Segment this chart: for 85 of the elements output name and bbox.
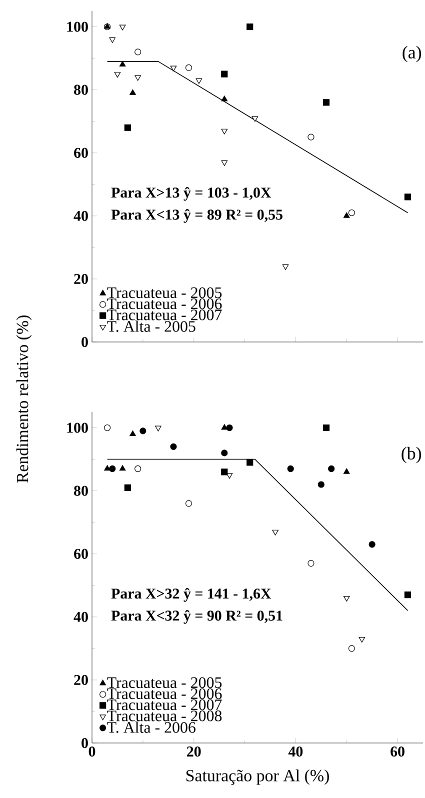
annotation: Para X<32 ŷ = 90 R² = 0,51 — [111, 610, 282, 624]
legend-label: Tracuateua - 2007 — [107, 310, 222, 320]
point — [318, 481, 324, 488]
y-tick-label: 40 — [74, 210, 88, 221]
annotation: Para X<13 ŷ = 89 R² = 0,55 — [111, 209, 282, 223]
point — [104, 424, 111, 432]
point — [221, 424, 228, 430]
point — [221, 160, 228, 166]
x-axis-title: Saturação por Al (%) — [186, 769, 329, 785]
x-tick-label: 20 — [187, 746, 201, 757]
y-tick-label: 80 — [74, 486, 88, 496]
point — [322, 99, 330, 106]
point — [119, 465, 126, 471]
legend-label: T. Alta - 2006 — [107, 722, 196, 733]
point — [226, 424, 233, 432]
point — [282, 264, 289, 270]
y-tick-label: 60 — [74, 148, 88, 158]
point — [109, 465, 116, 472]
point — [348, 209, 356, 216]
point — [246, 459, 254, 466]
point — [343, 468, 350, 474]
point — [170, 66, 177, 72]
point — [170, 443, 177, 450]
point — [404, 592, 412, 598]
point — [252, 116, 258, 122]
legend-label: Tracuateua - 2005 — [107, 677, 222, 688]
point — [368, 541, 376, 548]
y-axis-title: Rendimento relativo (%) — [16, 316, 32, 483]
point — [221, 70, 228, 78]
y-tick-label: 0 — [82, 336, 88, 348]
y-tick-label: 60 — [74, 548, 88, 559]
legend-label: Tracuateua - 2006 — [107, 298, 222, 310]
point — [272, 530, 278, 536]
point — [134, 75, 141, 81]
point — [134, 465, 142, 472]
point — [119, 24, 126, 30]
point — [130, 430, 136, 436]
legend-label: Tracuateua - 2005 — [107, 287, 222, 298]
x-tick-label: 60 — [390, 746, 404, 757]
point — [328, 465, 335, 472]
point — [119, 60, 126, 67]
point — [226, 473, 233, 479]
point — [130, 89, 136, 95]
legend-label: Tracuateua - 2008 — [107, 710, 222, 722]
point — [221, 468, 228, 476]
point — [343, 596, 350, 602]
point — [134, 48, 142, 56]
point — [343, 212, 350, 218]
point — [196, 78, 202, 84]
point — [221, 96, 228, 102]
point — [140, 428, 146, 434]
point — [124, 484, 131, 491]
point — [221, 450, 228, 456]
point — [246, 23, 254, 30]
annotation: Para X>32 ŷ = 141 - 1,6X — [111, 588, 272, 602]
point — [308, 134, 314, 140]
x-tick-label: 40 — [288, 746, 303, 757]
point — [155, 426, 162, 432]
y-tick-label: 0 — [82, 738, 88, 748]
annotation: Para X>13 ŷ = 103 - 1,0X — [111, 186, 272, 201]
y-tick-label: 100 — [67, 422, 88, 433]
y-tick-label: 20 — [74, 674, 88, 685]
legend-label: Tracuateua - 2006 — [107, 688, 222, 700]
point — [308, 560, 314, 567]
y-tick-label: 80 — [74, 84, 88, 95]
point — [358, 637, 366, 643]
point — [104, 465, 110, 471]
point — [185, 500, 192, 507]
y-tick-label: 100 — [67, 22, 88, 32]
point — [287, 465, 294, 472]
point — [114, 72, 121, 78]
y-tick-label: 20 — [74, 274, 88, 284]
annotation: (a) — [402, 46, 422, 62]
point — [185, 64, 192, 72]
y-tick-label: 40 — [74, 612, 88, 622]
legend-label: T. Alta - 2005 — [107, 320, 196, 332]
point — [348, 645, 356, 652]
point — [221, 128, 228, 134]
legend-label: Tracuateua - 2007 — [107, 699, 222, 710]
x-tick-label: 0 — [88, 746, 96, 757]
point — [109, 37, 116, 43]
point — [322, 424, 330, 432]
point — [404, 194, 412, 200]
annotation: (b) — [402, 446, 422, 464]
point — [124, 124, 131, 131]
